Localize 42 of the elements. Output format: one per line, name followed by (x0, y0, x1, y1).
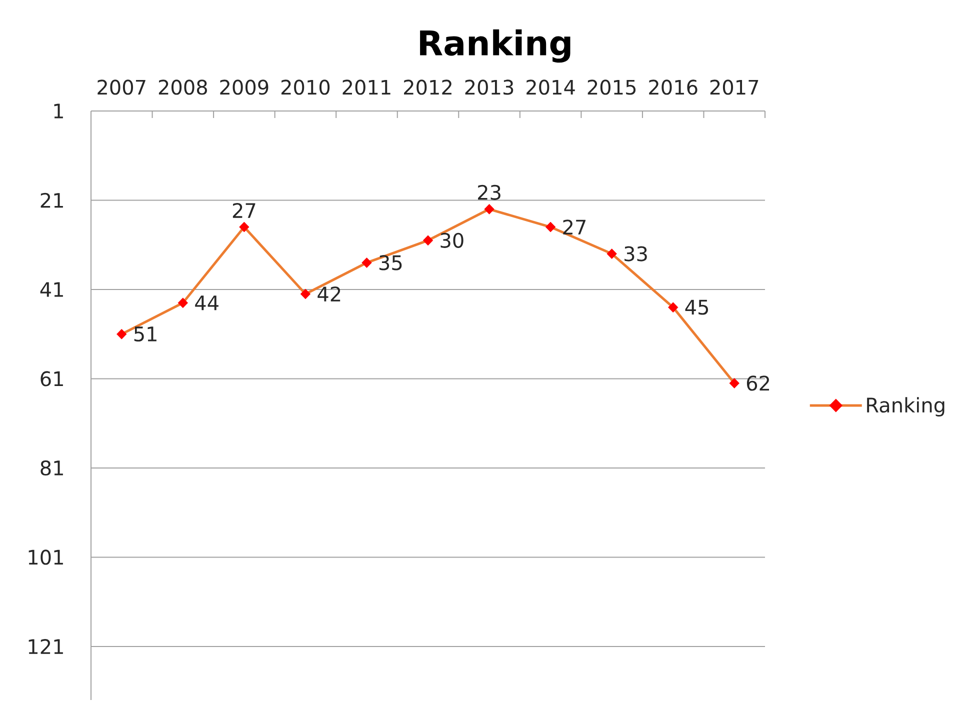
data-label: 44 (195, 296, 218, 310)
y-tick-label: 21 (40, 192, 63, 208)
legend-label: Ranking (867, 397, 944, 417)
x-tick-label: 2015 (588, 80, 636, 95)
x-tick-label: 2008 (158, 80, 207, 95)
data-label: 30 (440, 232, 464, 248)
data-label: 23 (478, 184, 500, 200)
x-tick-label: 2009 (220, 80, 268, 95)
point (116, 328, 127, 340)
data-label: 62 (746, 376, 770, 391)
point (178, 298, 188, 308)
data-label: 51 (134, 326, 156, 342)
point (422, 235, 434, 246)
data-label: 27 (563, 220, 586, 234)
y-tick-label: 101 (28, 550, 63, 565)
data-label: 35 (379, 255, 402, 270)
y-tick-label: 61 (40, 371, 63, 386)
point (668, 302, 678, 313)
point (484, 204, 494, 214)
data-label: 33 (624, 246, 647, 262)
point (362, 258, 372, 268)
point (729, 378, 740, 388)
point (545, 222, 556, 232)
x-tick-label: 2016 (649, 80, 698, 95)
point (300, 288, 311, 300)
point (606, 248, 617, 259)
data-label: 45 (685, 300, 708, 315)
x-tick-label: 2010 (281, 80, 330, 95)
x-tick-label: 2013 (465, 80, 514, 95)
point (239, 222, 250, 232)
chart-title: Ranking (420, 29, 570, 63)
y-tick-label: 41 (40, 282, 63, 297)
y-tick-label: 121 (28, 639, 63, 654)
data-label: 27 (232, 202, 256, 218)
x-tick-label: 2014 (526, 80, 575, 95)
x-tick-label: 2012 (404, 80, 452, 95)
y-tick-label: 1 (54, 104, 63, 118)
x-tick-label: 2011 (342, 80, 390, 95)
x-tick-label: 2017 (710, 80, 758, 95)
y-tick-label: 81 (40, 460, 63, 476)
x-tick-label: 2007 (98, 80, 146, 95)
data-label: 42 (318, 286, 340, 302)
